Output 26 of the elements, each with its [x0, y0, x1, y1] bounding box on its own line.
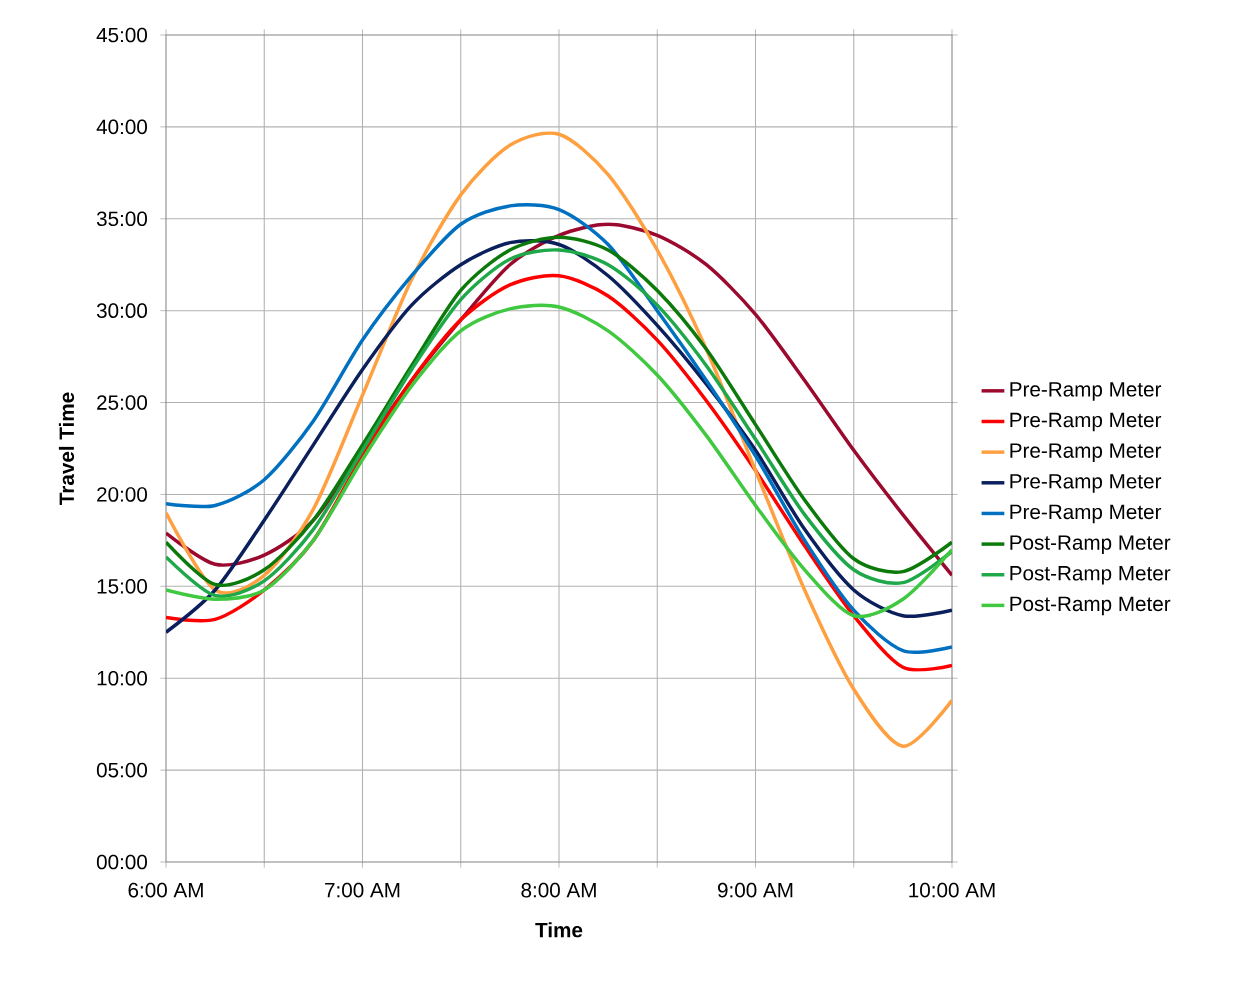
y-axis-title: Travel Time — [58, 392, 75, 505]
x-tick-label: 8:00 AM — [521, 882, 596, 898]
y-tick-label: 20:00 — [97, 487, 148, 502]
y-tick-label: 45:00 — [96, 27, 148, 43]
line-series — [166, 131, 952, 748]
legend-label: Pre-Ramp Meter — [1010, 412, 1162, 432]
y-tick-label: 00:00 — [96, 854, 148, 870]
legend-label: Post-Ramp Meter — [1010, 535, 1171, 554]
x-tick-label: 9:00 AM — [717, 882, 793, 898]
legend-label: Pre-Ramp Meter — [1010, 443, 1162, 462]
x-tick-label: 10:00 AM — [909, 882, 995, 898]
y-tick-label: 15:00 — [97, 579, 148, 594]
legend-label: Pre-Ramp Meter — [1010, 504, 1162, 524]
y-tick-label: 40:00 — [96, 119, 148, 135]
y-tick-label: 10:00 — [97, 670, 148, 686]
legend-label: Post-Ramp Meter — [1010, 566, 1171, 585]
legend-label: Post-Ramp Meter — [1010, 596, 1171, 616]
y-tick-label: 35:00 — [96, 211, 148, 227]
y-tick-label: 05:00 — [96, 762, 148, 778]
x-tick-label: 6:00 AM — [128, 882, 203, 898]
legend-label: Pre-Ramp Meter — [1010, 474, 1162, 493]
y-tick-label: 30:00 — [96, 303, 148, 318]
legend-label: Pre-Ramp Meter — [1010, 382, 1162, 401]
y-tick-label: 25:00 — [97, 395, 148, 410]
x-axis-title: Time — [535, 922, 583, 938]
x-tick-label: 7:00 AM — [325, 882, 400, 898]
